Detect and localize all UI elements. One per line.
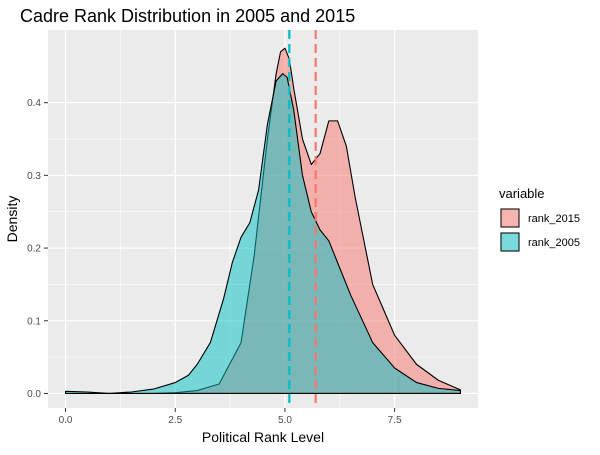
density-area-rank-2005	[65, 73, 461, 395]
legend-label-rank-2005: rank_2005	[528, 237, 580, 249]
x-axis: 0.0 2.5 5.0 7.5	[59, 408, 402, 426]
legend: variable rank_2015 rank_2005	[499, 186, 580, 252]
y-axis-label: Density	[4, 196, 20, 243]
x-tick-label: 7.5	[388, 415, 402, 426]
y-tick-label: 0.3	[27, 171, 41, 182]
x-tick-label: 2.5	[168, 415, 182, 426]
series-layer	[65, 47, 461, 395]
y-tick-label: 0.4	[27, 98, 41, 109]
x-tick-label: 0.0	[59, 415, 73, 426]
y-tick-label: 0.0	[27, 389, 41, 400]
y-tick-label: 0.1	[27, 316, 41, 327]
x-tick-label: 5.0	[278, 415, 292, 426]
y-tick-label: 0.2	[27, 244, 41, 255]
legend-label-rank-2015: rank_2015	[528, 213, 580, 225]
chart-title: Cadre Rank Distribution in 2005 and 2015	[20, 6, 355, 26]
legend-key-rank-2015	[500, 208, 520, 228]
legend-title: variable	[499, 186, 545, 201]
mean-lines	[288, 30, 317, 408]
x-axis-label: Political Rank Level	[202, 429, 324, 445]
legend-key-rank-2005	[500, 232, 520, 252]
y-axis: 0.0 0.1 0.2 0.3 0.4	[27, 98, 48, 400]
